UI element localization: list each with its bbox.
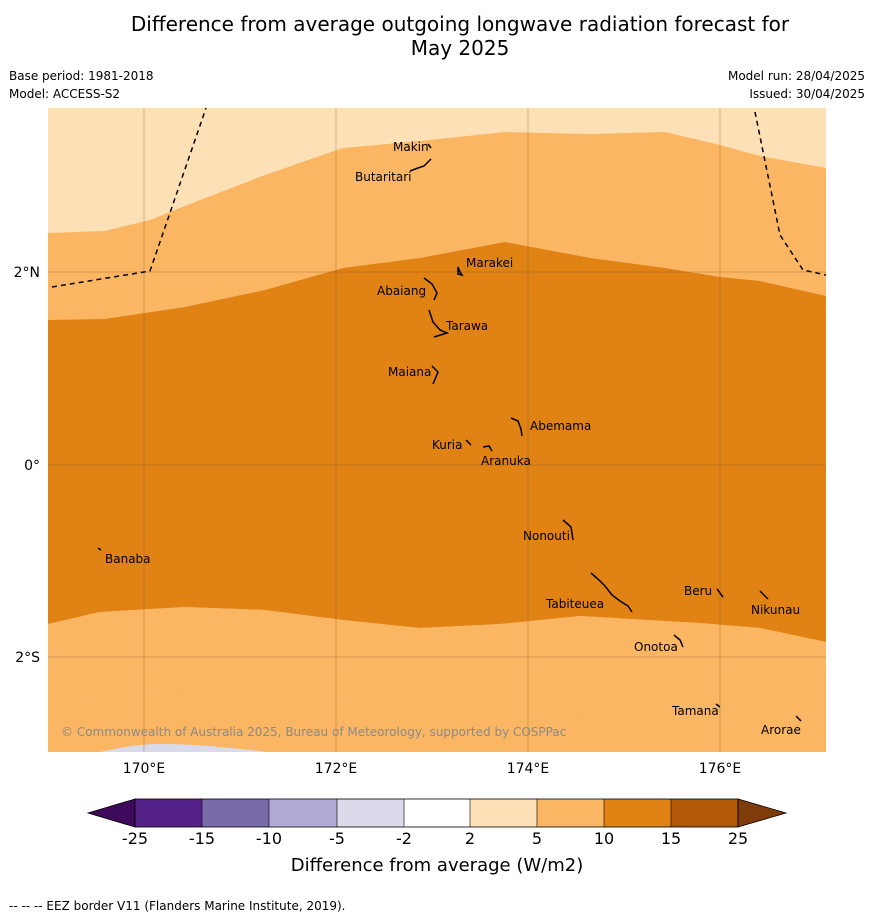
islands: [97, 143, 802, 722]
gridlines: [48, 108, 826, 752]
island-abemama: [510, 417, 523, 437]
latitude-labels: 2°N 0° 2°S: [14, 265, 41, 666]
copyright-text: © Commonwealth of Australia 2025, Bureau…: [61, 725, 566, 739]
colorbar-tick: 5: [532, 829, 542, 848]
meta-left: Base period: 1981-2018 Model: ACCESS-S2: [9, 67, 154, 103]
island-banaba: [97, 547, 102, 551]
eez-legend-note: -- -- -- EEZ border V11 (Flanders Marine…: [9, 899, 346, 913]
model-run: Model run: 28/04/2025: [727, 69, 865, 83]
eez-border: [51, 108, 826, 288]
place-label: Maiana: [388, 365, 431, 379]
colorbar-swatch: [537, 799, 604, 827]
colorbar-swatch: [135, 799, 202, 827]
lat-label: 2°S: [15, 650, 40, 666]
island-onotoa: [673, 634, 684, 648]
lon-label: 172°E: [315, 761, 358, 777]
band-dark-lower-edge: [48, 607, 826, 745]
colorbar-title: Difference from average (W/m2): [291, 855, 583, 876]
colorbar-tick: 2: [465, 829, 475, 848]
longitude-labels: 170°E 172°E 174°E 176°E: [123, 761, 742, 777]
band-dark: [48, 242, 826, 642]
lat-label: 0°: [24, 458, 40, 474]
colorbar-tick: -10: [256, 829, 282, 848]
colorbar-swatch: [604, 799, 671, 827]
island-nikunau: [759, 590, 769, 600]
issued-date: Issued: 30/04/2025: [749, 87, 865, 101]
island-abaiang: [423, 277, 438, 301]
place-label: Aranuka: [481, 454, 531, 468]
lon-label: 170°E: [123, 761, 166, 777]
colorbar-max-extension: [737, 798, 788, 828]
colorbar-separators: [201, 799, 672, 827]
colorbar-tick: -2: [396, 829, 412, 848]
island-beru: [716, 588, 724, 598]
colorbar-swatch: [269, 799, 337, 827]
lon-label: 174°E: [507, 761, 550, 777]
colorbar-ticks: -25 -15 -10 -5 -2 2 5 10 15 25: [122, 829, 748, 848]
map-area: Makin Butaritari Marakei Abaiang Tarawa …: [48, 108, 826, 752]
place-label: Abemama: [530, 419, 591, 433]
colorbar-swatch: [671, 799, 738, 827]
colorbar-swatch: [470, 799, 537, 827]
place-label: Makin: [393, 140, 429, 154]
colorbar-tick: 25: [728, 829, 748, 848]
place-label: Nonouti: [523, 529, 570, 543]
island-kuria: [465, 439, 472, 446]
colorbar-tick: -5: [329, 829, 345, 848]
island-tabiteuea: [590, 572, 633, 613]
place-label: Butaritari: [355, 170, 412, 184]
colorbar-tick: 15: [661, 829, 681, 848]
place-label: Onotoa: [634, 640, 678, 654]
base-period: Base period: 1981-2018: [9, 69, 154, 83]
place-label: Kuria: [432, 438, 463, 452]
place-label: Banaba: [105, 552, 151, 566]
island-aranuka: [482, 445, 493, 452]
violet-patch: [100, 743, 268, 752]
colorbar: -25 -15 -10 -5 -2 2 5 10 15 25 Differenc…: [86, 798, 788, 876]
place-label: Marakei: [466, 256, 513, 270]
colorbar-tick: 10: [594, 829, 614, 848]
lat-label: 2°N: [14, 265, 40, 281]
colorbar-min-extension: [86, 798, 136, 828]
place-label: Beru: [684, 584, 712, 598]
place-label: Tarawa: [445, 319, 488, 333]
place-label: Nikunau: [751, 603, 800, 617]
colorbar-frame: [134, 798, 739, 828]
band-mid-lower: [48, 692, 826, 752]
title-line-1: Difference from average outgoing longwav…: [130, 12, 790, 36]
colorbar-swatch: [337, 799, 404, 827]
place-label: Abaiang: [377, 284, 426, 298]
colorbar-tick: -25: [122, 829, 148, 848]
place-labels: Makin Butaritari Marakei Abaiang Tarawa …: [105, 140, 801, 737]
title-line-2: May 2025: [410, 36, 510, 60]
island-tarawa: [428, 309, 450, 338]
island-arorae: [795, 715, 802, 722]
island-butaritari: [409, 158, 432, 172]
colorbar-swatch: [404, 799, 470, 827]
island-tamana: [715, 703, 721, 708]
place-label: Arorae: [761, 723, 801, 737]
lon-label: 176°E: [699, 761, 742, 777]
page-title: Difference from average outgoing longwav…: [0, 12, 873, 60]
colorbar-swatch: [202, 799, 269, 827]
model-name: Model: ACCESS-S2: [9, 87, 121, 101]
colorbar-tick: -15: [189, 829, 215, 848]
place-label: Tabiteuea: [545, 597, 604, 611]
meta-right: Model run: 28/04/2025 Issued: 30/04/2025: [728, 67, 865, 103]
island-maiana: [431, 365, 439, 385]
island-nonouti: [562, 519, 574, 541]
island-makin: [427, 143, 432, 149]
island-marakei: [457, 266, 464, 277]
place-label: Tamana: [671, 704, 719, 718]
